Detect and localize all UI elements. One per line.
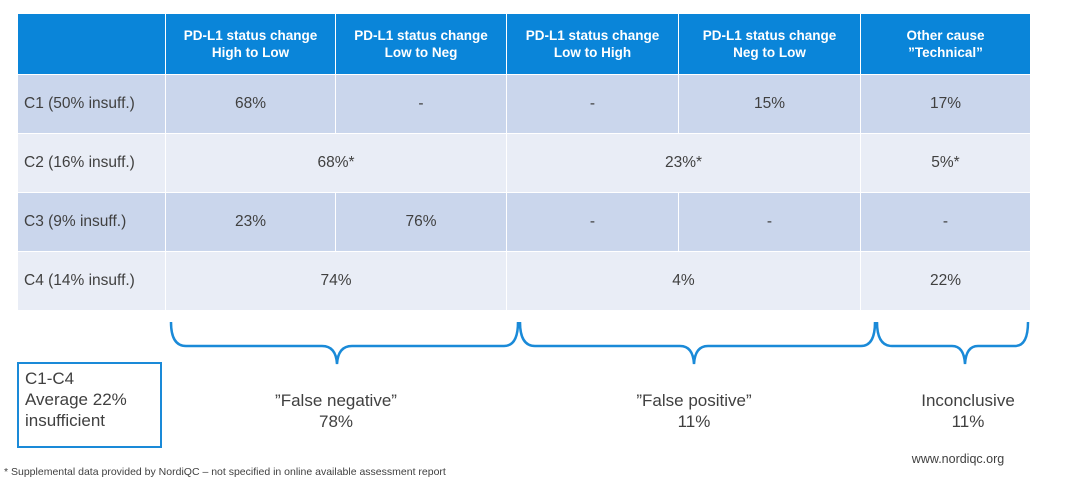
false-positive-label: ”False positive”: [636, 391, 752, 410]
false-positive-value: 11%: [677, 412, 711, 431]
cell-false-positive: 4%: [506, 251, 861, 311]
cell-false-negative: 74%: [165, 251, 507, 311]
cell-low-to-neg: 76%: [335, 192, 507, 252]
header-row: PD-L1 status change High to Low PD-L1 sta…: [17, 13, 1031, 75]
false-negative-value: 78%: [318, 412, 354, 431]
average-box-line: C1-C4: [25, 369, 75, 388]
false-negative-label: ”False negative”: [275, 391, 397, 410]
table-row: C2 (16% insuff.) 68%* 23%* 5%*: [17, 133, 1031, 193]
cell-false-negative: 68%*: [165, 133, 507, 193]
header-other-cause: Other cause ”Technical”: [860, 13, 1031, 75]
row-label: C3 (9% insuff.): [17, 192, 166, 252]
row-label: C1 (50% insuff.): [17, 74, 166, 134]
cell-other: 17%: [860, 74, 1031, 134]
average-insufficient-box: C1-C4 Average 22% insufficient: [17, 362, 162, 448]
average-box-line: Average 22%: [25, 390, 127, 409]
cell-low-to-high: -: [506, 192, 679, 252]
website-url: www.nordiqc.org: [911, 452, 1005, 466]
table-row: C4 (14% insuff.) 74% 4% 22%: [17, 251, 1031, 311]
false-positive-summary: ”False positive” 11%: [594, 390, 794, 432]
false-negative-summary: ”False negative” 78%: [236, 390, 436, 432]
table-row: C1 (50% insuff.) 68% - - 15% 17%: [17, 74, 1031, 134]
false-positive-brace: [518, 321, 877, 365]
table-row: C3 (9% insuff.) 23% 76% - - -: [17, 192, 1031, 252]
cell-other: 22%: [860, 251, 1031, 311]
cell-high-to-low: 68%: [165, 74, 336, 134]
cell-low-to-high: -: [506, 74, 679, 134]
inconclusive-summary: Inconclusive 11%: [888, 390, 1048, 432]
inconclusive-brace: [875, 321, 1030, 365]
row-label: C2 (16% insuff.): [17, 133, 166, 193]
header-corner: [17, 13, 166, 75]
cell-other: 5%*: [860, 133, 1031, 193]
average-box-line: insufficient: [25, 411, 106, 430]
header-neg-to-low: PD-L1 status change Neg to Low: [678, 13, 861, 75]
header-low-to-high: PD-L1 status change Low to High: [506, 13, 679, 75]
footnote: * Supplemental data provided by NordiQC …: [4, 466, 446, 478]
cell-other: -: [860, 192, 1031, 252]
cell-high-to-low: 23%: [165, 192, 336, 252]
cell-low-to-neg: -: [335, 74, 507, 134]
results-table: PD-L1 status change High to Low PD-L1 sta…: [17, 13, 1031, 311]
cell-neg-to-low: 15%: [678, 74, 861, 134]
inconclusive-label: Inconclusive: [921, 391, 1015, 410]
false-negative-brace: [169, 321, 520, 365]
row-label: C4 (14% insuff.): [17, 251, 166, 311]
inconclusive-value: 11%: [951, 412, 985, 431]
